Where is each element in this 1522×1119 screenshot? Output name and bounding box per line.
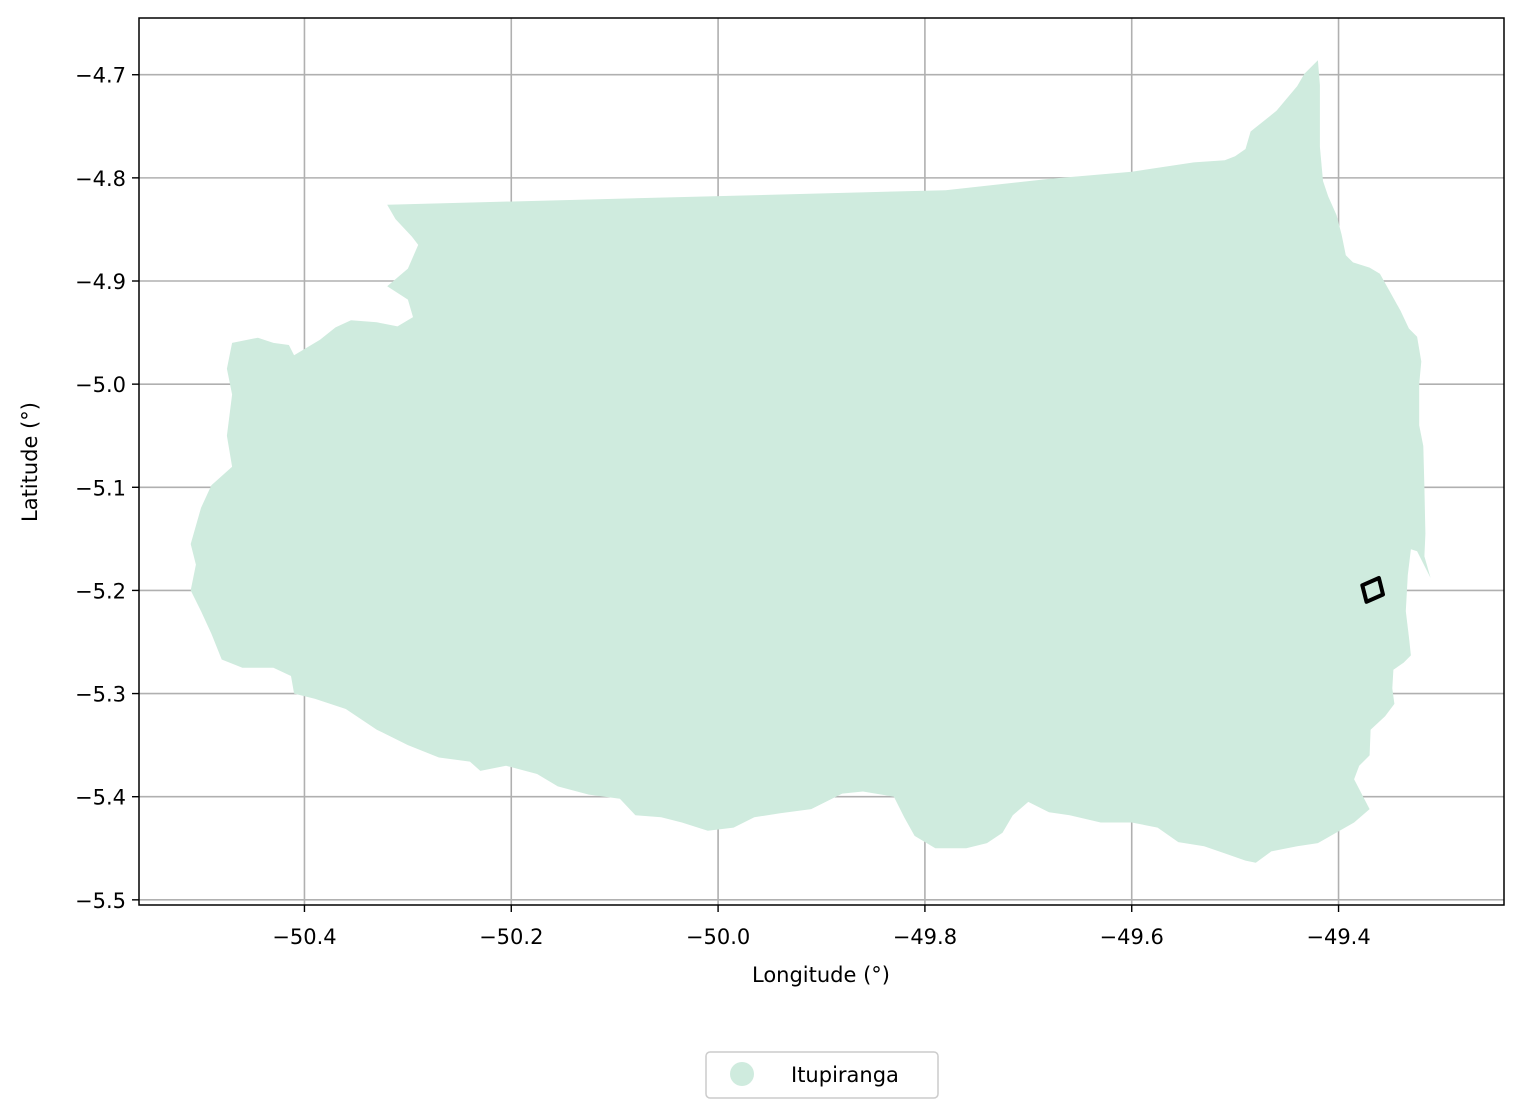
x-tick-label: −49.6 (1100, 925, 1164, 949)
y-tick-label: −4.9 (75, 270, 126, 294)
y-tick-label: −5.2 (75, 579, 126, 603)
legend-swatch (730, 1062, 754, 1086)
x-tick-label: −50.4 (272, 925, 336, 949)
y-axis-ticks: −4.7 −4.8 −4.9 −5.0 −5.1 −5.2 −5.3 −5.4 −5.5 (75, 64, 139, 913)
x-tick-label: −49.8 (893, 925, 957, 949)
legend: Itupiranga (705, 1051, 939, 1099)
x-axis-ticks: −50.4 −50.2 −50.0 −49.8 −49.6 −49.4 (272, 905, 1371, 949)
axes-frame (138, 17, 1505, 906)
x-tick-label: −50.2 (479, 925, 543, 949)
y-tick-label: −4.7 (75, 64, 126, 88)
legend-label: Itupiranga (791, 1063, 899, 1087)
y-tick-label: −5.1 (75, 476, 126, 500)
legend-box (705, 1051, 939, 1099)
x-tick-label: −50.0 (686, 925, 750, 949)
y-tick-label: −4.8 (75, 167, 126, 191)
x-tick-label: −49.4 (1306, 925, 1370, 949)
y-tick-label: −5.0 (75, 373, 126, 397)
region-itupiranga (190, 60, 1431, 863)
y-tick-label: −5.5 (75, 889, 126, 913)
y-tick-label: −5.3 (75, 683, 126, 707)
location-marker (1360, 576, 1385, 604)
y-tick-label: −5.4 (75, 786, 126, 810)
x-axis-title: Longitude (°) (752, 963, 890, 987)
y-axis-title: Latitude (°) (18, 402, 42, 522)
